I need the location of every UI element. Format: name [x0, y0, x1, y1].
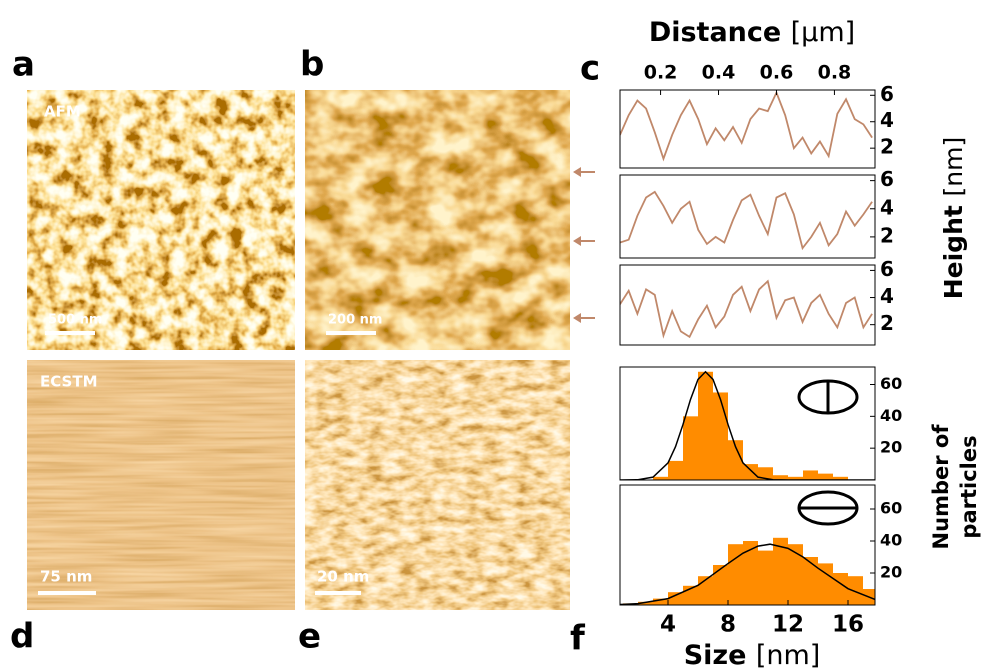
profile-line [620, 190, 873, 251]
hist-bar [638, 601, 653, 605]
scale-bar-label: 75 nm [40, 568, 92, 586]
hist-bar [833, 573, 848, 605]
y-tick-label: 20 [880, 438, 902, 457]
scale-bar-label: 500 nm [48, 313, 102, 328]
y-tick-label: 40 [880, 531, 902, 550]
stm-image [305, 360, 570, 610]
y-tick-label: 4 [880, 108, 894, 132]
hist-bar [788, 544, 803, 605]
fit-curve [620, 543, 875, 605]
y-tick-label: 60 [880, 499, 902, 518]
y-tick-label: 60 [880, 374, 902, 393]
panel-label: a [12, 45, 35, 85]
hist-bar [848, 576, 863, 605]
y-tick-label: 6 [880, 257, 894, 281]
image-caption: AFM [44, 103, 81, 121]
scale-bar-label: 200 nm [328, 313, 382, 328]
hist-bar [773, 537, 788, 605]
image-caption: ECSTM [40, 373, 98, 391]
hist-bar [668, 592, 683, 605]
x-axis-title: Distance [μm] [649, 17, 855, 48]
hist-bar [743, 464, 758, 480]
hist-bar [653, 598, 668, 605]
panel-label: c [580, 49, 600, 89]
stm-image [27, 360, 295, 610]
fit-curve [620, 370, 875, 480]
y-axis-title: Height [nm] [939, 137, 968, 300]
panel-label: f [570, 619, 586, 659]
y-axis-title: particles [957, 435, 981, 538]
scale-bar-label: 20 nm [317, 568, 369, 586]
x-tick-label: 0.8 [818, 62, 852, 84]
hist-bar [803, 470, 818, 480]
profile-line [620, 279, 873, 339]
scale-bar [326, 331, 376, 335]
y-tick-label: 20 [880, 563, 902, 582]
panel-label: d [10, 617, 34, 657]
arrows [573, 167, 595, 323]
shape-icon [797, 490, 859, 526]
x-tick-label: 0.4 [702, 62, 736, 84]
plot-frame [619, 366, 876, 481]
x-tick-label: 4 [660, 612, 676, 638]
scale-bar [38, 591, 96, 595]
x-tick-label: 16 [832, 612, 864, 638]
x-tick-label: 8 [720, 612, 736, 638]
hist-bar [728, 440, 743, 480]
hist-bar [743, 541, 758, 605]
hist-bar [653, 476, 668, 480]
hist-bar [698, 371, 713, 480]
hist-bar [728, 544, 743, 605]
hist-bar [833, 476, 848, 480]
y-tick-label: 40 [880, 406, 902, 425]
afm-image [305, 90, 570, 350]
hist-bar [683, 416, 698, 480]
panel-label: e [298, 617, 321, 657]
scale-bar [315, 591, 361, 595]
hist-bar [788, 476, 803, 480]
hist-bar [803, 557, 818, 605]
x-axis-title: Size [nm] [684, 640, 821, 670]
plot-frame [619, 484, 876, 606]
shape-icon [797, 379, 859, 415]
hist-bar [713, 392, 728, 480]
plot-frame [619, 89, 876, 169]
y-tick-label: 2 [880, 223, 894, 247]
hist-bar [818, 563, 833, 605]
plot-frame [619, 174, 876, 259]
hist-bar [758, 467, 773, 480]
scale-bar [45, 331, 95, 335]
y-tick-label: 6 [880, 167, 894, 191]
x-tick-label: 0.6 [760, 62, 794, 84]
y-tick-label: 4 [880, 195, 894, 219]
hist-bar [713, 565, 728, 605]
hist-bar [773, 475, 788, 480]
afm-image [27, 90, 295, 350]
y-tick-label: 2 [880, 135, 894, 159]
y-axis-title: Number of [929, 424, 953, 550]
y-tick-label: 4 [880, 284, 894, 308]
panel-label: b [300, 45, 324, 85]
hist-bar [818, 473, 833, 480]
hist-bar [758, 550, 773, 605]
hist-bar [668, 460, 683, 480]
y-tick-label: 2 [880, 311, 894, 335]
x-tick-label: 0.2 [644, 62, 678, 84]
x-tick-label: 12 [772, 612, 804, 638]
y-tick-label: 6 [880, 82, 894, 106]
plot-frame [619, 264, 876, 346]
profile-line [620, 90, 873, 162]
